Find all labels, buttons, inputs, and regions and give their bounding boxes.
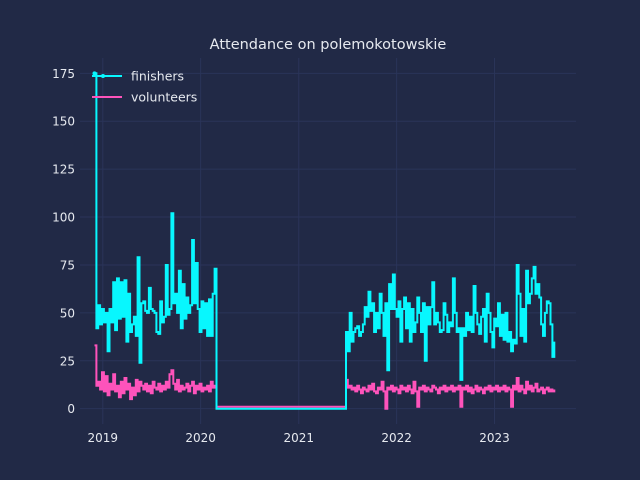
y-tick-label-25: 25 bbox=[60, 354, 75, 368]
series-line-finishers bbox=[94, 72, 556, 410]
x-axis-ticks: 2019 2020 2021 2022 2023 bbox=[88, 431, 510, 445]
x-tick-label-2019: 2019 bbox=[88, 431, 119, 445]
chart-title: Attendance on polemokotowskie bbox=[210, 37, 447, 53]
legend-label-finishers: finishers bbox=[131, 69, 184, 84]
x-tick-label-2020: 2020 bbox=[185, 431, 216, 445]
y-tick-label-0: 0 bbox=[67, 402, 75, 416]
y-tick-label-150: 150 bbox=[52, 115, 75, 129]
legend-marker-finishers bbox=[101, 74, 105, 78]
y-tick-label-175: 175 bbox=[52, 67, 75, 81]
legend: finishers volunteers bbox=[92, 69, 197, 105]
x-tick-label-2021: 2021 bbox=[284, 431, 315, 445]
x-tick-label-2023: 2023 bbox=[479, 431, 510, 445]
y-tick-label-75: 75 bbox=[60, 258, 75, 272]
series-marker-finishers-first bbox=[92, 71, 97, 76]
y-axis-ticks: 0 25 50 75 100 125 150 175 bbox=[52, 67, 75, 416]
series-layer bbox=[92, 71, 556, 410]
series-line-volunteers bbox=[94, 344, 556, 410]
y-tick-label-50: 50 bbox=[60, 306, 75, 320]
y-tick-label-125: 125 bbox=[52, 163, 75, 177]
legend-label-volunteers: volunteers bbox=[131, 90, 197, 105]
x-tick-label-2022: 2022 bbox=[381, 431, 412, 445]
y-tick-label-100: 100 bbox=[52, 211, 75, 225]
